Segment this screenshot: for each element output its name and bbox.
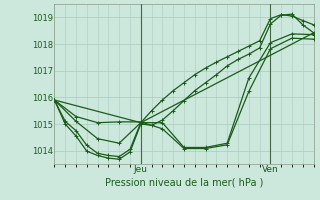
X-axis label: Pression niveau de la mer( hPa ): Pression niveau de la mer( hPa ) xyxy=(105,177,263,187)
